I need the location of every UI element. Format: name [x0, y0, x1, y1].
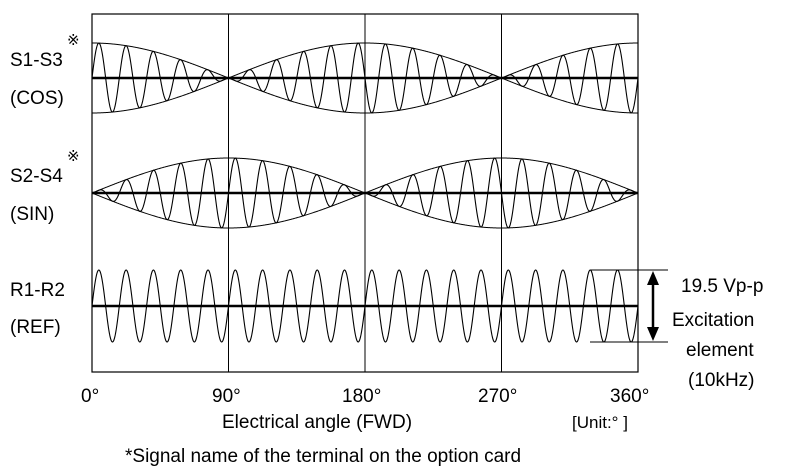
cos-waveform [91, 42, 639, 114]
ref-carrier-wave [91, 269, 639, 343]
ref-channel-sublabel: (REF) [10, 317, 61, 338]
amplitude-line3: element [686, 340, 754, 361]
amplitude-value: 19.5 Vp-p [681, 276, 763, 297]
amplitude-line2: Excitation [672, 310, 754, 331]
x-axis-label: Electrical angle (FWD) [222, 412, 412, 433]
unit-label: [Unit:° ] [572, 413, 628, 432]
amplitude-line4: (10kHz) [688, 370, 755, 391]
cos-carrier-wave [91, 42, 639, 114]
cos-envelope-upper [92, 42, 638, 114]
sin-waveform [91, 157, 639, 229]
amplitude-arrow-down-head [647, 327, 659, 341]
sin-channel-marker: ※ [67, 148, 80, 165]
x-tick-label: 0° [81, 386, 99, 407]
amplitude-arrow-up-head [647, 271, 659, 285]
cos-channel-label: S1-S3 [10, 50, 63, 71]
sin-channel-sublabel: (SIN) [10, 204, 54, 225]
ref-channel-label: R1-R2 [10, 280, 65, 301]
sin-carrier-wave [91, 157, 639, 229]
x-tick-label: 270° [478, 386, 517, 407]
x-tick-label: 90° [212, 386, 241, 407]
x-tick-label: 180° [342, 386, 381, 407]
cos-channel-sublabel: (COS) [10, 88, 64, 109]
cos-envelope-lower [92, 42, 638, 114]
cos-channel-marker: ※ [67, 32, 80, 49]
x-tick-label: 360° [610, 386, 649, 407]
sin-channel-label: S2-S4 [10, 166, 63, 187]
footnote: *Signal name of the terminal on the opti… [125, 446, 521, 467]
ref-waveform [91, 269, 639, 343]
